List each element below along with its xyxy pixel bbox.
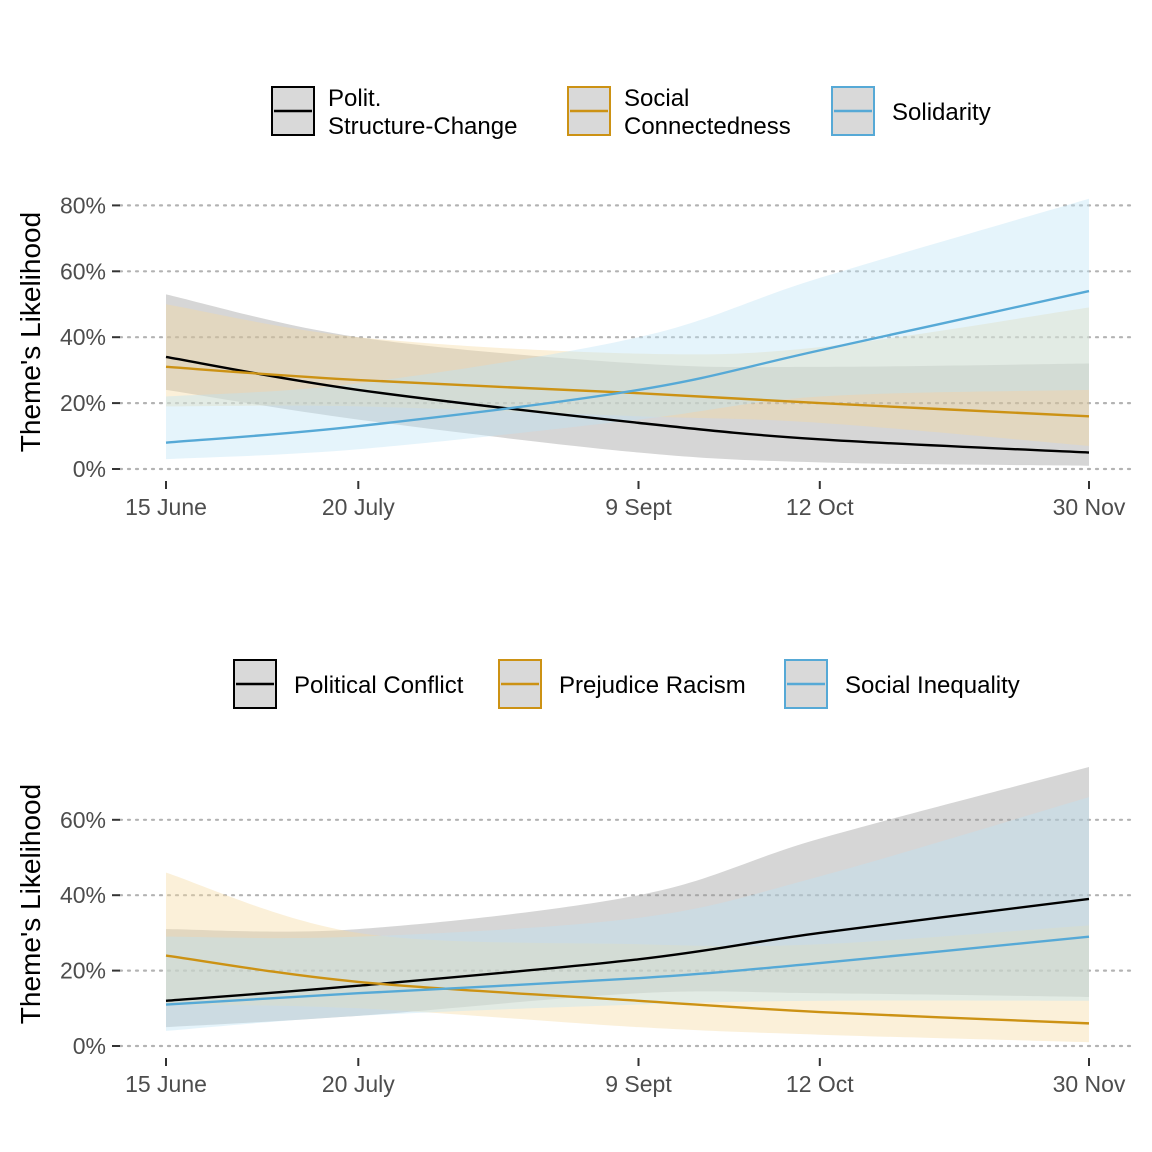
- y-tick-label: 0%: [73, 456, 106, 482]
- chart-panel-2: 0% 20% 40% 60% 15 June 20 July 9 Sept 12 Oct 30 …: [15, 659, 1137, 1097]
- x-tick-label: 20 July: [322, 494, 395, 520]
- y-tick-label: 20%: [60, 958, 106, 984]
- legend-1: Polit.Structure-Change SocialConnectednes…: [271, 85, 991, 140]
- legend-item-2-3: Social Inequality: [784, 659, 1020, 709]
- ribbon-2-2: [166, 872, 1089, 1043]
- legend-label-line-2: Structure-Change: [328, 113, 517, 140]
- series-line-2-3: [165, 935, 1090, 1006]
- x-tick-label: 12 Oct: [786, 1071, 854, 1097]
- legend-label: Social Inequality: [845, 672, 1020, 699]
- y-tick-label: 60%: [60, 807, 106, 833]
- legend-label-line-2: Connectedness: [624, 113, 791, 140]
- ribbon-2-3: [166, 797, 1089, 1031]
- chart-panel-1: 0% 20% 40% 60% 80% 15 June 20 July 9 Sept 12 Oct…: [15, 85, 1137, 520]
- series-line-1-3: [165, 289, 1090, 444]
- y-axis-title: Theme's Likelihood: [15, 212, 46, 452]
- legend-label-line-1: Polit.: [328, 85, 381, 112]
- x-tick-label: 20 July: [322, 1071, 395, 1097]
- y-tick-label: 0%: [73, 1033, 106, 1059]
- series-line-2-1: [165, 897, 1090, 1002]
- legend-item-1-1: Polit.Structure-Change: [271, 85, 517, 140]
- y-tick-label: 80%: [60, 192, 106, 218]
- y-axis-title: Theme's Likelihood: [15, 784, 46, 1024]
- x-tick-label: 9 Sept: [605, 494, 672, 520]
- x-tick-label: 12 Oct: [786, 494, 854, 520]
- legend-item-2-2: Prejudice Racism: [498, 659, 746, 709]
- y-tick-label: 40%: [60, 882, 106, 908]
- series-line-1-1: [165, 355, 1090, 454]
- legend-2: Political Conflict Prejudice Racism Social…: [233, 659, 1020, 709]
- legend-item-2-1: Political Conflict: [233, 659, 464, 709]
- x-tick-label: 9 Sept: [605, 1071, 672, 1097]
- y-tick-label: 60%: [60, 258, 106, 284]
- legend-item-1-3: Solidarity: [831, 86, 991, 136]
- ribbon-1-2: [166, 304, 1089, 446]
- series-line-2-2: [165, 954, 1090, 1025]
- x-tick-label: 15 June: [125, 494, 207, 520]
- legend-label: Solidarity: [892, 99, 991, 126]
- legend-label-line-1: Social: [624, 85, 689, 112]
- legend-label: Prejudice Racism: [559, 672, 746, 699]
- x-tick-label: 30 Nov: [1053, 494, 1126, 520]
- legend-label: Political Conflict: [294, 672, 464, 699]
- ribbon-2-1: [166, 767, 1089, 1028]
- x-tick-label: 15 June: [125, 1071, 207, 1097]
- y-tick-label: 40%: [60, 324, 106, 350]
- series-line-1-2: [165, 365, 1090, 418]
- y-tick-label: 20%: [60, 390, 106, 416]
- x-tick-label: 30 Nov: [1053, 1071, 1126, 1097]
